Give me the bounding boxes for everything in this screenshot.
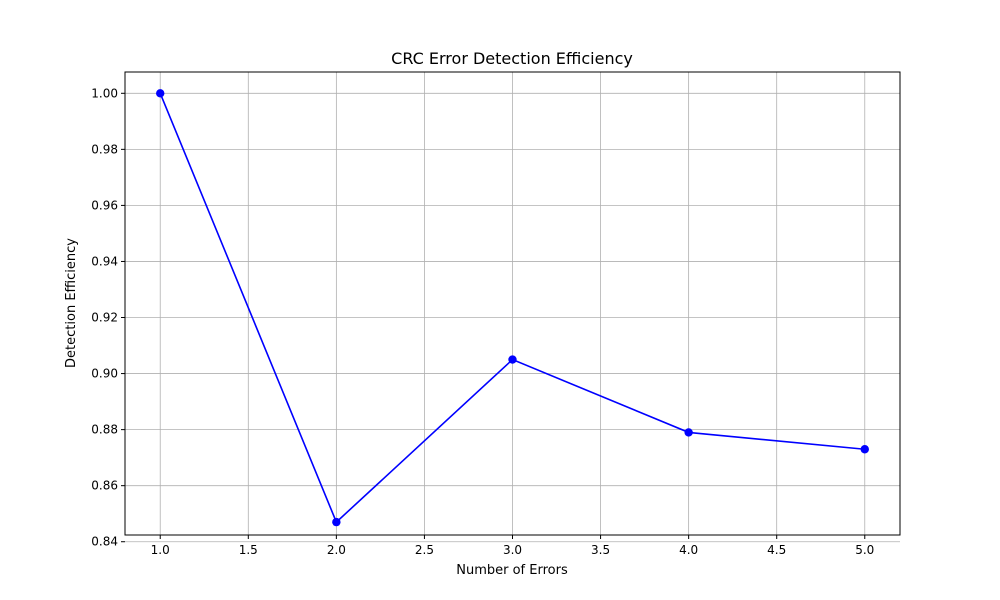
data-point	[860, 445, 869, 454]
plot-area	[156, 89, 869, 527]
data-point	[508, 355, 517, 364]
grid	[125, 72, 900, 543]
data-point	[332, 517, 341, 527]
x-tick-label: 3.5	[591, 543, 610, 557]
x-tick-label: 1.5	[239, 543, 258, 557]
axes-ticks: 1.0 1.5 2.0 2.5 3.0 3.5 4.0 4.5 5.0 0.84 0.86 0.88 0…	[91, 86, 874, 557]
x-tick-label: 1.0	[151, 543, 170, 557]
y-tick-label: 0.84	[91, 535, 118, 549]
x-tick-label: 4.5	[767, 543, 786, 557]
x-tick-label: 2.0	[327, 543, 346, 557]
y-axis-label: Detection Efficiency	[64, 238, 79, 368]
y-tick-label: 0.90	[91, 367, 118, 381]
x-tick-label: 5.0	[855, 543, 874, 557]
y-tick-label: 1.00	[91, 86, 118, 100]
chart-title: CRC Error Detection Efficiency	[391, 49, 633, 68]
x-tick-label: 3.0	[503, 543, 522, 557]
data-point	[684, 428, 693, 437]
x-tick-label: 2.5	[415, 543, 434, 557]
y-tick-label: 0.96	[91, 198, 118, 212]
y-tick-label: 0.98	[91, 142, 118, 156]
y-tick-label: 0.94	[91, 254, 118, 268]
data-point	[156, 89, 165, 98]
y-tick-label: 0.86	[91, 479, 118, 493]
y-tick-label: 0.88	[91, 423, 118, 437]
x-tick-label: 4.0	[679, 543, 698, 557]
x-axis-label: Number of Errors	[456, 563, 568, 578]
y-tick-label: 0.92	[91, 311, 118, 325]
